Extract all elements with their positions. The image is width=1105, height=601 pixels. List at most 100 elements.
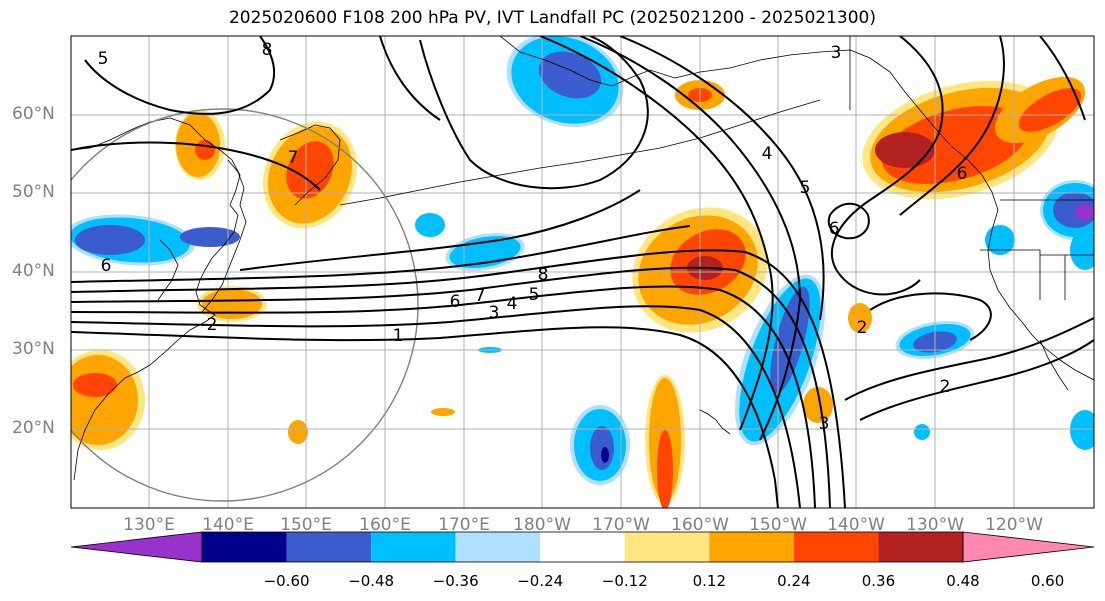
colorbar-segment	[793, 532, 879, 562]
longitude-label: 170°W	[592, 515, 650, 535]
coast-korea	[157, 239, 179, 301]
coast-hawaii	[699, 409, 731, 435]
contour-label: 4	[762, 144, 773, 164]
contour-1	[71, 326, 779, 508]
pv-shade-blue-mid	[770, 286, 810, 394]
pv-shade-blue-light	[985, 225, 1015, 255]
coast-aleutians	[339, 99, 821, 206]
pv-shade-blue-light	[1070, 410, 1094, 450]
longitude-label: 120°W	[985, 515, 1043, 535]
longitude-label: 160°W	[671, 515, 729, 535]
contour-21	[827, 202, 870, 240]
colorbar-segment	[455, 532, 541, 562]
colorbar-segment	[878, 532, 963, 562]
pv-shade-orange	[848, 303, 872, 333]
contour-13	[899, 36, 1005, 216]
pv-shade-red-orange	[73, 373, 117, 397]
colorbar-segment	[624, 532, 710, 562]
longitude-label: 130°E	[123, 515, 175, 535]
pv-shade-blue-mid	[180, 227, 240, 247]
pv-shade-orange	[803, 387, 833, 423]
contour-9	[539, 36, 774, 431]
contour-label: 5	[800, 178, 811, 198]
contour-label: 5	[98, 49, 109, 69]
contour-label: 6	[450, 292, 461, 312]
contour-14	[869, 292, 992, 341]
longitude-label: 160°E	[359, 515, 411, 535]
contour-16	[859, 339, 1094, 421]
pv-shade-blue-mid	[75, 225, 145, 255]
contour-label: 6	[829, 219, 840, 239]
contour-label: 3	[489, 303, 500, 323]
pv-shade-dark-red	[875, 132, 935, 168]
contour-label: 8	[262, 40, 273, 60]
colorbar-outline	[201, 531, 964, 563]
contour-4	[71, 266, 831, 508]
contour-20	[1039, 36, 1086, 121]
colorbar-tick-label: 0.36	[861, 572, 896, 590]
coast-asia-east	[71, 117, 241, 481]
contour-label: 6	[101, 256, 112, 276]
contour-2	[71, 305, 801, 508]
pv-shade-orange	[202, 289, 262, 319]
longitude-label: 180°W	[513, 515, 571, 535]
contour-label: 8	[538, 265, 549, 285]
latitude-label: 40°N	[12, 261, 55, 281]
map-frame	[70, 35, 1095, 509]
pv-shade-orange	[71, 355, 138, 445]
latitude-label: 20°N	[12, 418, 55, 438]
colorbar-tick-label: −0.24	[517, 572, 564, 590]
borders	[849, 36, 1094, 300]
contour-label: 3	[831, 43, 842, 63]
coast-baja	[1039, 339, 1069, 391]
contour-5	[71, 249, 846, 508]
colorbar-tick-label: 0.12	[692, 572, 727, 590]
colorbar	[70, 531, 1095, 563]
range-circle	[71, 108, 419, 502]
colorbar-tick-label: −0.36	[432, 572, 479, 590]
contour-label: 6	[957, 164, 968, 184]
contour-17	[84, 36, 276, 115]
contour-11	[619, 36, 825, 321]
pv-shade-red-orange	[286, 141, 334, 199]
colorbar-tick-label: 0.60	[1030, 572, 1065, 590]
border-state-1	[980, 249, 1041, 300]
pv-shade-red-orange	[657, 430, 673, 508]
contour-15	[844, 317, 1094, 401]
latitude-label: 50°N	[12, 182, 55, 202]
contour-label: 2	[940, 377, 951, 397]
longitude-label: 170°E	[438, 515, 490, 535]
latitude-label: 30°N	[12, 339, 55, 359]
contour-10	[579, 36, 802, 441]
colorbar-tick-label: −0.60	[263, 572, 310, 590]
pv-shade-purple	[1075, 204, 1094, 220]
contour-label: 1	[393, 326, 404, 346]
contour-8	[419, 36, 649, 190]
colorbar-segment	[371, 532, 456, 562]
pv-shade-orange	[431, 408, 455, 416]
pv-shade-red-orange	[1018, 88, 1082, 132]
latitude-label: 60°N	[12, 104, 55, 124]
contour-6	[71, 225, 691, 283]
ivt-contours	[71, 36, 1094, 508]
graticule	[71, 36, 1094, 508]
pv-shade-blue-light	[914, 424, 930, 440]
contour-label: 2	[207, 315, 218, 335]
colorbar-segment	[540, 532, 625, 562]
coast-alaska	[499, 36, 999, 211]
pv-shade-red-orange	[195, 140, 215, 160]
contour-18	[71, 141, 321, 191]
contour-19	[379, 36, 441, 121]
longitude-label: 140°E	[202, 515, 254, 535]
contour-label: 7	[288, 148, 299, 168]
colorbar-tick-label: 0.48	[946, 572, 980, 590]
contour-label: 2	[857, 318, 868, 338]
contour-label: 4	[507, 294, 518, 314]
colorbar-segment	[202, 532, 287, 562]
colorbar-segment	[709, 532, 794, 562]
pv-shade-blue-mid	[590, 426, 614, 470]
contour-label: 5	[529, 285, 540, 305]
contour-3	[71, 285, 816, 508]
